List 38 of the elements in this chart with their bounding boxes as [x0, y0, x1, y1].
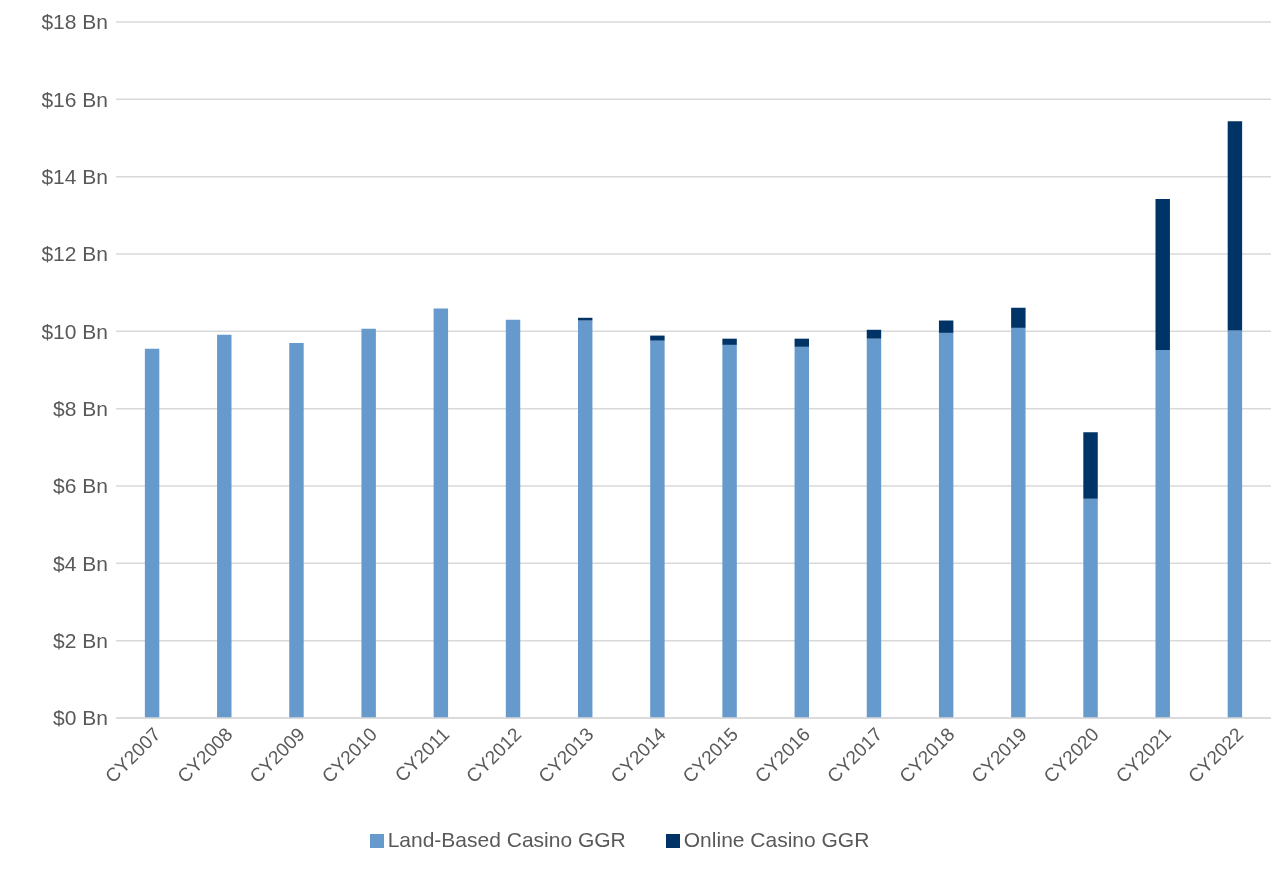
y-tick-label: $12 Bn — [41, 242, 108, 266]
bar — [866, 329, 882, 339]
y-tick-label: $10 Bn — [41, 319, 108, 343]
bar — [433, 308, 449, 718]
bar — [650, 335, 665, 341]
bar — [650, 340, 665, 718]
bar — [794, 346, 809, 718]
bar — [1227, 330, 1243, 718]
bar — [144, 348, 160, 718]
y-tick-label: $18 Bn — [41, 10, 108, 34]
bar — [1011, 307, 1026, 328]
y-tick-label: $0 Bn — [53, 706, 108, 730]
y-tick-label: $4 Bn — [53, 551, 108, 575]
y-tick-label: $6 Bn — [53, 474, 108, 498]
bar — [217, 334, 232, 718]
bar — [938, 320, 954, 333]
bar — [1083, 432, 1098, 499]
bar — [866, 338, 882, 718]
bar — [1155, 349, 1170, 718]
bar — [505, 319, 521, 718]
bar — [361, 328, 376, 718]
bar — [578, 320, 593, 718]
y-tick-label: $16 Bn — [41, 87, 108, 111]
bar — [794, 338, 809, 347]
bar — [1155, 199, 1170, 350]
bar — [1011, 327, 1026, 718]
bar — [722, 344, 737, 718]
bar — [1227, 121, 1243, 331]
y-tick-label: $8 Bn — [53, 397, 108, 421]
bar — [289, 342, 304, 718]
legend-label: Online Casino GGR — [683, 828, 870, 851]
y-tick-label: $14 Bn — [41, 165, 108, 189]
legend-label: Land-Based Casino GGR — [387, 828, 626, 851]
bar — [1083, 498, 1098, 718]
bar — [938, 332, 954, 718]
bar — [578, 317, 593, 321]
y-tick-label: $2 Bn — [53, 629, 108, 653]
bar — [722, 338, 737, 345]
